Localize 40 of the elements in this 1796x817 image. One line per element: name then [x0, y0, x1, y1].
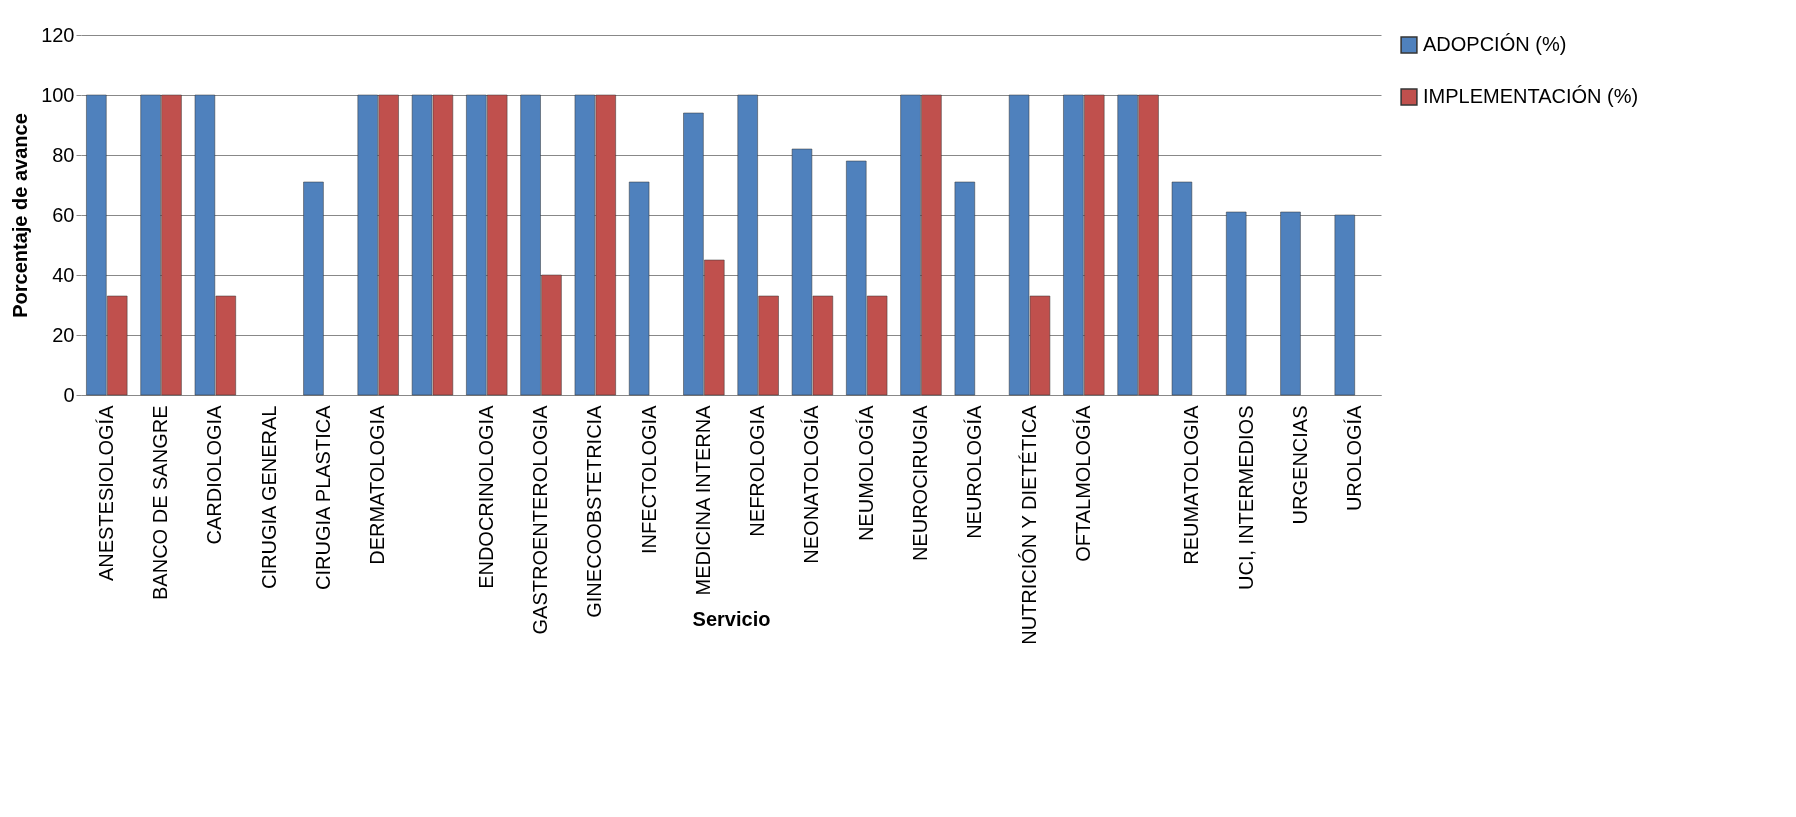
x-tick-label: CIRUGIA GENERAL [257, 405, 280, 589]
bar [628, 181, 650, 396]
y-tick-label: 20 [52, 323, 75, 346]
x-tick-label: NEONATOLOGÍA [800, 404, 823, 564]
x-tick-label: ENDOCRINOLOGIA [474, 404, 497, 589]
x-tick-label: NEUMOLOGÍA [854, 404, 877, 542]
x-tick-label: MEDICINA INTERNA [691, 404, 714, 596]
x-tick-label: OFTALMOLOGÍA [1071, 404, 1094, 562]
y-tick-label: 40 [52, 263, 75, 286]
x-tick-label: DERMATOLOGIA [366, 404, 389, 565]
x-tick-label: CARDIOLOGIA [203, 404, 226, 545]
x-tick-label: BANCO DE SANGRE [149, 405, 172, 600]
x-tick-label: UROLOGÍA [1343, 404, 1366, 512]
y-tick-label: 120 [41, 23, 75, 46]
x-axis-title: Servicio [692, 607, 771, 630]
bar [954, 181, 975, 396]
x-tick-label: NEFROLOGIA [746, 404, 769, 537]
legend-label: IMPLEMENTACIÓN (%) [1423, 85, 1639, 107]
x-tick-label: URGENCIAS [1288, 405, 1311, 525]
x-tick-label: REUMATOLOGIA [1180, 404, 1203, 565]
x-tick-label: NUTRICIÓN Y DIETÉTICA [1017, 404, 1040, 645]
y-tick-label: 80 [52, 143, 75, 166]
x-tick-label: CIRUGIA PLASTICA [311, 404, 334, 590]
y-tick-label: 60 [52, 203, 75, 226]
x-tick-label: GASTROENTEROLOGIA [529, 404, 552, 635]
x-tick-label: INFECTOLOGIA [637, 404, 660, 555]
bar [1226, 211, 1247, 396]
x-tick-label: ANESTESIOLOGÍA [94, 404, 117, 582]
bar [1334, 214, 1355, 396]
x-tick-label: NEUROCIRUGIA [908, 404, 931, 562]
x-tick-label: NEUROLOGÍA [963, 404, 986, 539]
legend-label: ADOPCIÓN (%) [1423, 33, 1567, 55]
bar [303, 181, 324, 396]
y-tick-label: 100 [41, 83, 75, 106]
bar [1171, 181, 1193, 396]
x-tick-label: GINECOOBSTETRICIA [583, 404, 606, 618]
bar [1280, 211, 1301, 396]
y-tick-label: 0 [63, 383, 75, 406]
y-axis-title: Porcentaje de avance [9, 113, 32, 318]
x-tick-label: UCI, INTERMEDIOS [1234, 405, 1257, 590]
